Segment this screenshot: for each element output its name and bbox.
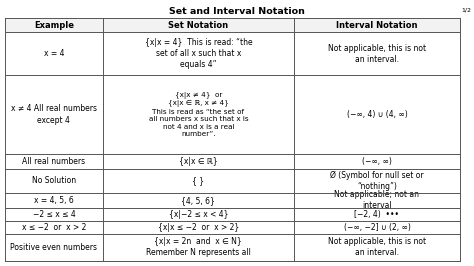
Bar xyxy=(5,221,103,234)
Text: Positive even numbers: Positive even numbers xyxy=(10,243,98,252)
Text: (−∞, ∞): (−∞, ∞) xyxy=(362,157,392,166)
Text: x ≠ 4 All real numbers
except 4: x ≠ 4 All real numbers except 4 xyxy=(11,105,97,124)
Text: Not applicable; not an
interval: Not applicable; not an interval xyxy=(335,190,419,210)
Text: {x|x = 2n  and  x ∈ N}
Remember N represents all: {x|x = 2n and x ∈ N} Remember N represen… xyxy=(146,237,251,257)
Bar xyxy=(103,208,294,221)
Bar xyxy=(294,193,460,208)
Bar xyxy=(5,208,103,221)
Text: Not applicable, this is not
an interval.: Not applicable, this is not an interval. xyxy=(328,237,426,257)
Bar xyxy=(294,76,460,153)
Text: x = 4: x = 4 xyxy=(44,49,64,58)
Bar xyxy=(5,234,103,261)
Text: [−2, 4)  •••: [−2, 4) ••• xyxy=(355,210,400,219)
Bar xyxy=(103,221,294,234)
Text: Interval Notation: Interval Notation xyxy=(336,20,418,30)
Bar xyxy=(103,153,294,169)
Bar xyxy=(103,169,294,193)
Text: { }: { } xyxy=(192,176,204,185)
Text: (−∞, −2] ∪ (2, ∞): (−∞, −2] ∪ (2, ∞) xyxy=(344,223,410,232)
Bar xyxy=(294,221,460,234)
Bar xyxy=(294,208,460,221)
Bar xyxy=(5,32,103,76)
Text: Set and Interval Notation: Set and Interval Notation xyxy=(169,7,305,16)
Bar xyxy=(5,169,103,193)
Bar xyxy=(294,153,460,169)
Bar xyxy=(294,234,460,261)
Bar xyxy=(5,153,103,169)
Text: x ≤ −2  or  x > 2: x ≤ −2 or x > 2 xyxy=(22,223,86,232)
Text: Example: Example xyxy=(34,20,74,30)
Bar xyxy=(294,18,460,32)
Text: {x|x ∈ ℝ}: {x|x ∈ ℝ} xyxy=(179,157,218,166)
Bar xyxy=(294,169,460,193)
Bar xyxy=(103,234,294,261)
Bar xyxy=(294,32,460,76)
Bar xyxy=(103,193,294,208)
Text: {x|x = 4}  This is read: “the
set of all x such that x
equals 4”: {x|x = 4} This is read: “the set of all … xyxy=(145,38,252,69)
Text: No Solution: No Solution xyxy=(32,176,76,185)
Text: All real numbers: All real numbers xyxy=(22,157,85,166)
Bar xyxy=(5,76,103,153)
Bar xyxy=(5,18,103,32)
Text: −2 ≤ x ≤ 4: −2 ≤ x ≤ 4 xyxy=(33,210,75,219)
Text: Ø (Symbol for null set or
“nothing”): Ø (Symbol for null set or “nothing”) xyxy=(330,171,424,191)
Text: x = 4, 5, 6: x = 4, 5, 6 xyxy=(34,196,74,205)
Bar xyxy=(5,193,103,208)
Text: 1/2: 1/2 xyxy=(461,7,471,12)
Text: {4, 5, 6}: {4, 5, 6} xyxy=(182,196,215,205)
Bar xyxy=(103,32,294,76)
Text: {x|−2 ≤ x < 4}: {x|−2 ≤ x < 4} xyxy=(169,210,228,219)
Bar xyxy=(103,76,294,153)
Bar xyxy=(103,18,294,32)
Text: {x|x ≤ −2  or  x > 2}: {x|x ≤ −2 or x > 2} xyxy=(158,223,239,232)
Text: Not applicable, this is not
an interval.: Not applicable, this is not an interval. xyxy=(328,44,426,64)
Text: Set Notation: Set Notation xyxy=(168,20,228,30)
Text: (−∞, 4) ∪ (4, ∞): (−∞, 4) ∪ (4, ∞) xyxy=(346,110,407,119)
Text: {x|x ≠ 4}  or
{x|x ∈ ℝ, x ≠ 4}
This is read as “the set of
all numbers x such th: {x|x ≠ 4} or {x|x ∈ ℝ, x ≠ 4} This is re… xyxy=(148,92,248,137)
